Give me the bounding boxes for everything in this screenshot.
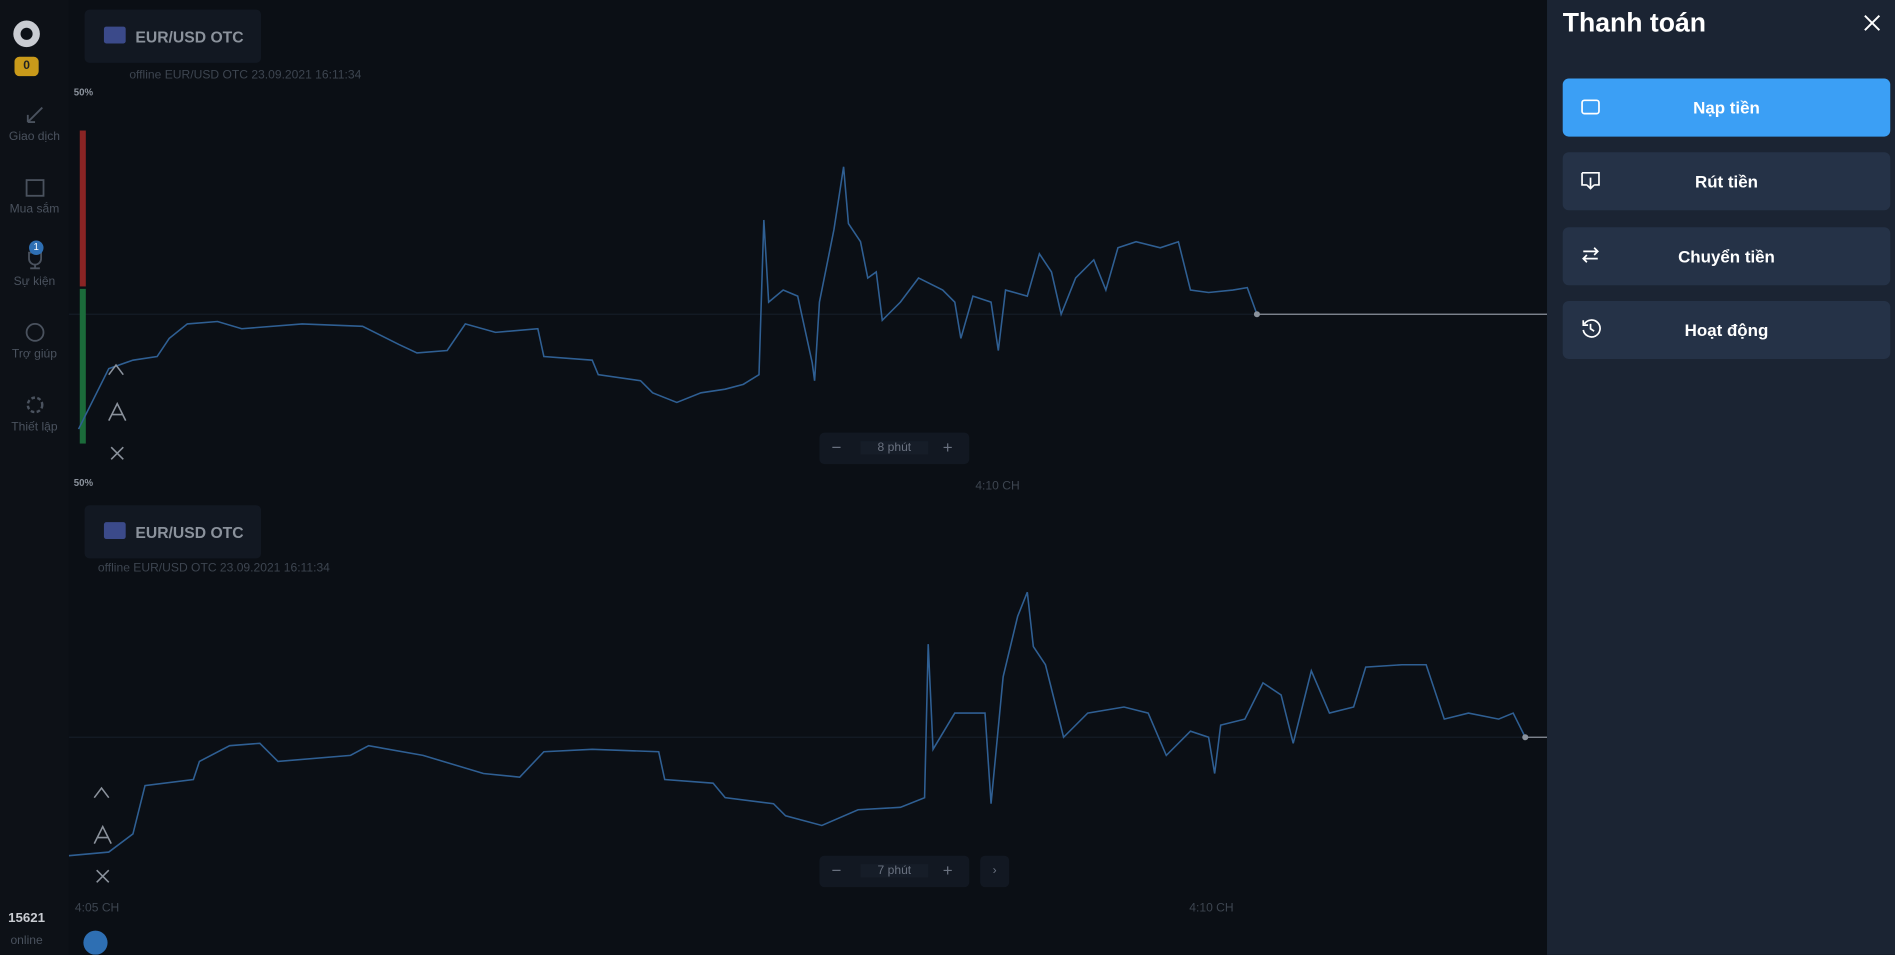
status: offline EUR/USD OTC 23.09.2021 16:11:34 [97,561,330,576]
scroll-right[interactable]: › [980,855,1010,888]
balance-badge[interactable]: 0 [14,56,39,77]
nav-label: Trợ giúp [11,348,57,362]
zoom-control: − 8 phút + [819,432,970,465]
button-label: Hoạt động [1684,320,1769,340]
nav-item[interactable]: Sự kiện [0,249,69,289]
transfer-button[interactable]: Chuyển tiền [1562,227,1891,286]
status: offline EUR/USD OTC 23.09.2021 16:11:34 [129,68,362,83]
deposit-button[interactable]: Nạp tiền [1562,78,1891,137]
percent: 50% [73,477,94,489]
online-count: 15621 [8,911,46,926]
zoom-control: − 7 phút + [819,855,970,888]
zoom-out[interactable]: − [831,437,842,457]
zoom-level: 8 phút [860,441,929,455]
logo [13,20,40,48]
asset-name: EUR/USD OTC [135,523,244,542]
button-label: Chuyển tiền [1678,246,1775,266]
price-line [68,591,1526,857]
asset-name: EUR/USD OTC [135,27,244,46]
time-label: 4:10 CH [975,479,1020,494]
close-button[interactable] [1864,15,1881,32]
charts-bg [68,130,1548,955]
nav-item[interactable]: Thiết lập [0,394,69,434]
online-label: online [10,934,43,948]
nav-item[interactable]: Trợ giúp [0,321,69,361]
nav-item[interactable]: Giao dịch [0,104,69,144]
payment-panel: Thanh toán Nạp tiền Rút tiền Chuyển tiền… [1547,0,1895,955]
withdraw-button[interactable]: Rút tiền [1562,152,1891,211]
asset-selector[interactable]: EUR/USD OTC [84,505,262,559]
time-label: 4:10 CH [1189,901,1234,915]
asset-selector[interactable]: EUR/USD OTC [84,9,262,63]
nav-label: Mua sắm [9,203,60,217]
zoom-out[interactable]: − [831,860,842,880]
time-label: 4:05 CH [74,901,120,915]
zoom-level: 7 phút [860,864,929,878]
zoom-in[interactable]: + [942,860,953,880]
button-label: Rút tiền [1694,171,1758,191]
nav-label: Sự kiện [13,275,56,289]
nav-label: Giao dịch [8,130,60,144]
button-label: Nạp tiền [1693,97,1760,118]
zoom-in[interactable]: + [942,437,953,457]
percent: 50% [73,87,94,98]
nav-item[interactable]: Mua sắm [0,176,69,216]
activity-button[interactable]: Hoạt động [1562,300,1891,359]
price-line [77,166,1258,430]
nav-label: Thiết lập [11,420,58,434]
sidebar: 0 Giao dịch Mua sắm Sự kiện 1 Trợ giúp T… [0,0,69,955]
event-badge: 1 [29,240,44,256]
panel-title: Thanh toán [1562,7,1706,38]
